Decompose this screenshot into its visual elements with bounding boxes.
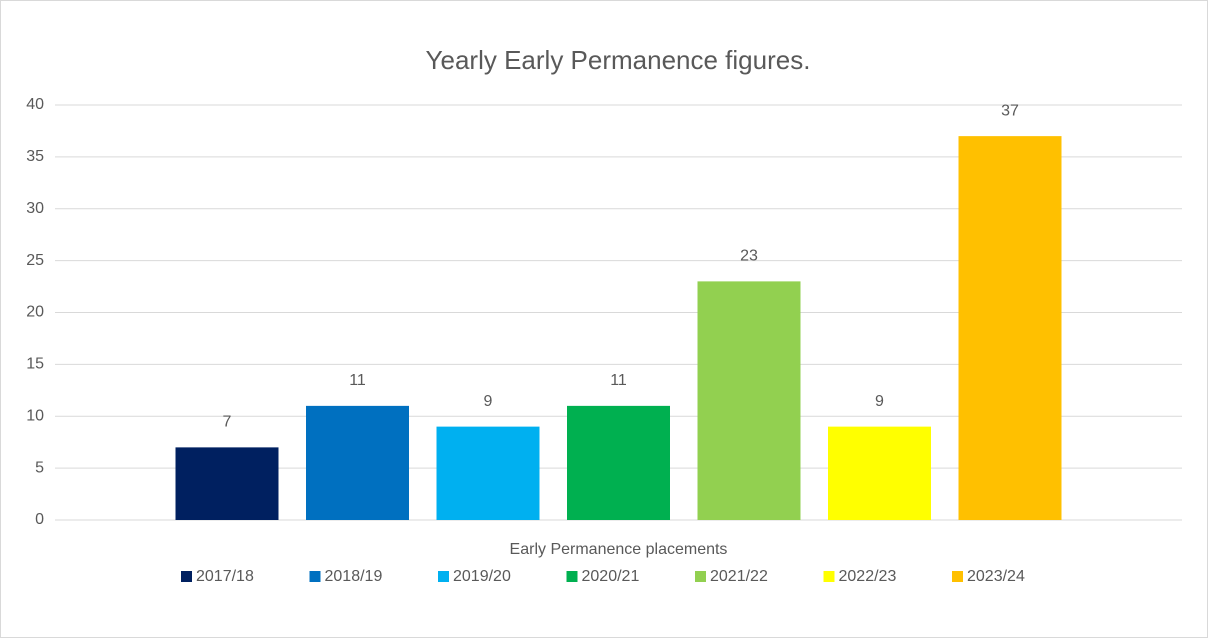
data-label: 37 <box>1001 102 1019 119</box>
bar <box>306 405 409 520</box>
bar <box>436 426 540 520</box>
legend-label: 2017/18 <box>196 568 254 585</box>
y-tick-label: 15 <box>26 356 44 373</box>
x-category-label: Early Permanence placements <box>510 541 728 558</box>
bar <box>175 447 279 520</box>
data-label: 9 <box>484 393 493 410</box>
legend-label: 2022/23 <box>839 568 897 585</box>
y-tick-label: 5 <box>35 459 44 476</box>
y-tick-label: 10 <box>26 407 44 424</box>
y-tick-label: 30 <box>26 200 44 217</box>
legend-label: 2021/22 <box>710 568 768 585</box>
legend-label: 2023/24 <box>967 568 1025 585</box>
data-label: 11 <box>349 372 366 389</box>
data-label: 11 <box>610 372 627 389</box>
data-label: 23 <box>740 248 758 265</box>
y-tick-label: 35 <box>26 148 44 165</box>
data-label: 7 <box>223 414 232 431</box>
legend-swatch <box>566 571 578 582</box>
legend-swatch <box>952 571 963 582</box>
legend-swatch <box>309 571 321 582</box>
legend-swatch <box>181 571 192 582</box>
bar <box>828 426 931 520</box>
y-tick-label: 20 <box>26 304 44 321</box>
bar <box>567 405 670 520</box>
bar <box>958 136 1062 520</box>
legend-swatch <box>695 571 706 582</box>
y-tick-label: 0 <box>35 511 44 528</box>
y-tick-label: 40 <box>26 96 44 113</box>
chart-title: Yearly Early Permanence figures. <box>426 45 811 75</box>
bar <box>697 281 801 520</box>
data-label: 9 <box>875 393 884 410</box>
y-tick-label: 25 <box>26 252 44 269</box>
legend-swatch <box>438 571 449 582</box>
legend-label: 2018/19 <box>325 568 383 585</box>
legend-label: 2019/20 <box>453 568 511 585</box>
legend-swatch <box>823 571 835 582</box>
legend-label: 2020/21 <box>582 568 640 585</box>
